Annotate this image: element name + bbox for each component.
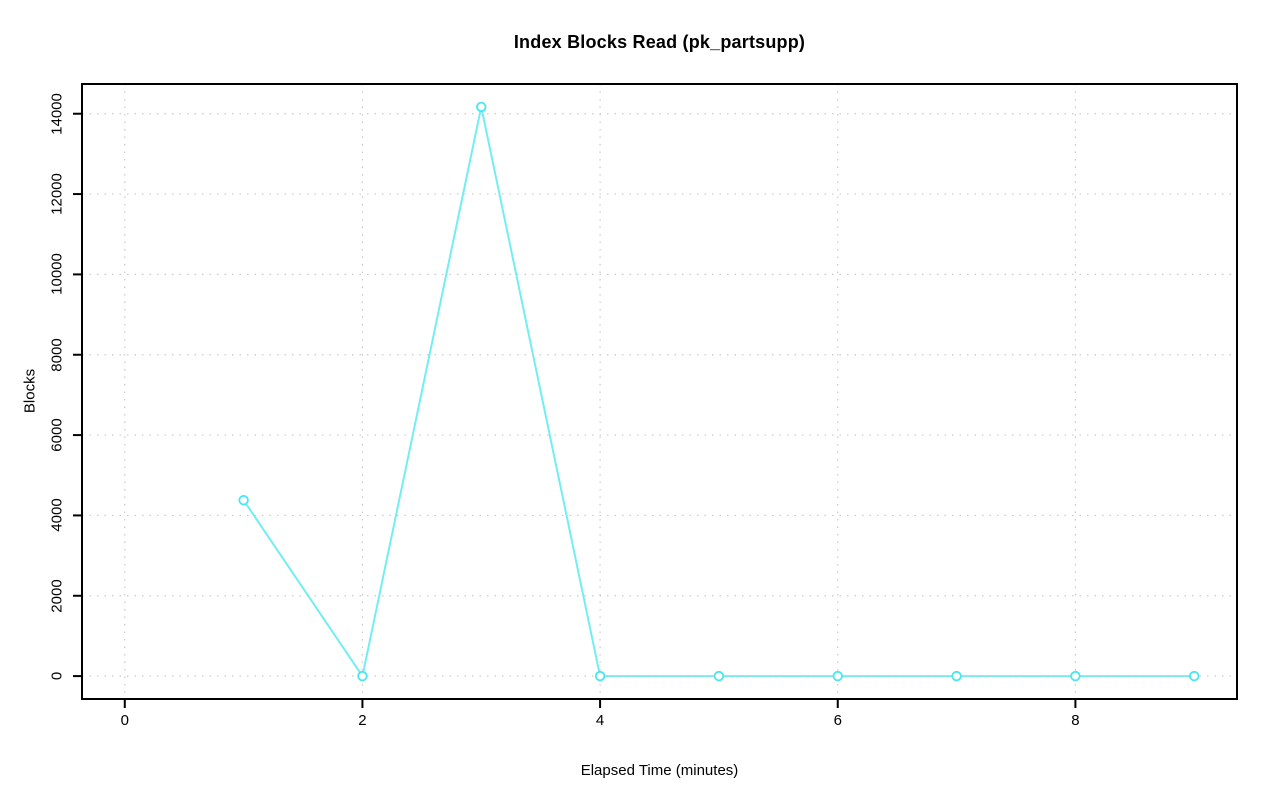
y-tick-label: 6000 (48, 418, 66, 452)
data-point-marker (832, 670, 843, 682)
data-point-marker (713, 670, 725, 682)
x-tick-label: 0 (120, 712, 129, 729)
data-point-marker (951, 670, 962, 682)
y-tick-label: 8000 (48, 338, 66, 372)
y-tick-label: 10000 (48, 253, 66, 296)
data-point-marker (476, 101, 487, 113)
x-axis-title: Elapsed Time (minutes) (580, 762, 739, 779)
y-tick-label: 4000 (48, 498, 66, 533)
y-tick-label: 14000 (48, 92, 66, 135)
x-tick-label: 4 (595, 712, 605, 729)
chart-title: Index Blocks Read (pk_partsupp) (513, 32, 806, 52)
y-tick-label: 0 (48, 671, 66, 681)
data-point-marker (594, 670, 606, 682)
series-line (242, 105, 1195, 678)
plot-box-border (81, 83, 1238, 700)
data-point-marker (238, 494, 249, 506)
x-tick-label: 8 (1071, 712, 1080, 729)
y-axis-title: Blocks (21, 368, 39, 414)
x-tick-label: 6 (833, 712, 842, 729)
x-tick-label: 2 (358, 712, 367, 729)
data-point-marker (357, 670, 368, 682)
y-tick-label: 12000 (48, 173, 66, 215)
data-point-marker (1070, 670, 1081, 682)
data-point-marker (1189, 670, 1200, 682)
y-tick-label: 2000 (48, 579, 66, 613)
